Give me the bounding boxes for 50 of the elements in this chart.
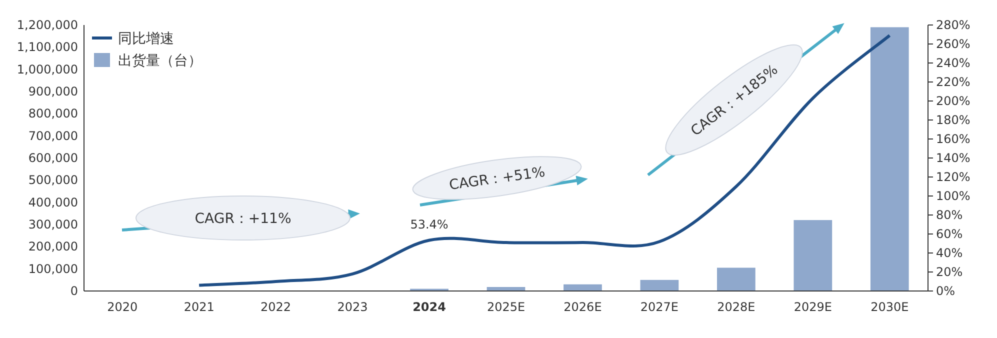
x-tick-label: 2025E [486, 300, 526, 314]
y-tick-label: 400,000 [28, 195, 78, 210]
x-tick-label: 2020 [107, 300, 138, 314]
y2-tick-label: 40% [936, 246, 963, 260]
x-tick-label: 2024 [412, 300, 446, 314]
line-series [198, 34, 892, 287]
y2-tick-label: 200% [936, 94, 970, 108]
y-tick-label: 200,000 [28, 240, 78, 254]
x-tick-label: 2023 [337, 300, 368, 314]
y2-tick-label: 20% [936, 265, 963, 279]
bar [640, 280, 679, 291]
y-tick-label: 1,000,000 [16, 62, 78, 76]
x-tick-label: 2030E [870, 300, 909, 314]
y-tick-label: 600,000 [28, 151, 78, 165]
y2-tick-label: 80% [936, 208, 963, 222]
legend-label: 同比增速 [118, 31, 174, 47]
legend-label: 出货量（台） [118, 53, 202, 69]
y2-tick-label: 60% [936, 227, 963, 241]
y-tick-label: 500,000 [28, 173, 78, 188]
y-tick-label: 0 [70, 284, 78, 298]
y-tick-label: 900,000 [28, 84, 78, 98]
bar [564, 284, 602, 291]
bar [794, 220, 832, 291]
y-tick-label: 700,000 [28, 128, 78, 143]
x-tick-label: 2028E [717, 300, 756, 314]
annotation: CAGR：+51% [448, 164, 546, 194]
y2-tick-label: 120% [936, 170, 970, 184]
y2-tick-label: 280% [936, 18, 970, 32]
bar [717, 268, 756, 291]
data-label: 53.4% [410, 217, 448, 232]
bar [870, 27, 909, 291]
y2-tick-label: 180% [936, 113, 970, 127]
y-tick-label: 300,000 [28, 218, 78, 232]
y2-tick-label: 160% [936, 132, 970, 146]
x-tick-label: 2026E [564, 300, 602, 314]
y-tick-label: 1,100,000 [16, 40, 78, 54]
x-tick-label: 2029E [794, 300, 832, 314]
y-tick-label: 100,000 [28, 262, 78, 276]
x-tick-label: 2027E [640, 300, 679, 314]
y2-tick-label: 220% [936, 75, 970, 89]
y2-tick-label: 260% [936, 37, 970, 51]
y2-tick-label: 0% [936, 284, 956, 298]
y-tick-label: 1,200,000 [16, 18, 78, 32]
x-tick-label: 2022 [260, 300, 292, 314]
y-tick-label: 800,000 [28, 106, 78, 121]
y2-tick-label: 100% [936, 189, 970, 203]
annotation: CAGR：+11% [194, 211, 292, 227]
x-tick-label: 2021 [184, 300, 214, 314]
y2-tick-label: 240% [936, 56, 970, 70]
y2-tick-label: 140% [936, 151, 970, 165]
